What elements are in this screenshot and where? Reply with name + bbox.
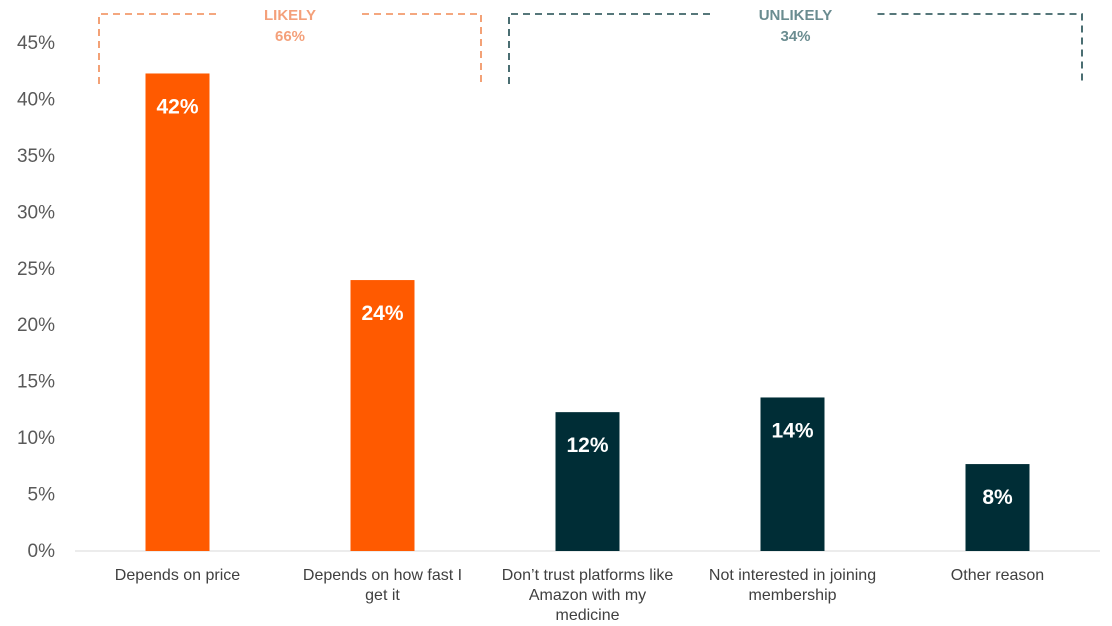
y-tick-label: 0% — [28, 541, 56, 562]
category-label-line: Don’t trust platforms like — [502, 567, 674, 584]
y-tick-label: 25% — [17, 259, 55, 280]
y-tick-label: 40% — [17, 89, 55, 110]
category-label-line: Amazon with my — [529, 587, 646, 604]
group-title: UNLIKELY — [759, 7, 833, 24]
data-label: 8% — [982, 486, 1013, 509]
group-value: 34% — [780, 28, 810, 45]
group-bracket-right — [877, 13, 1083, 84]
bar — [350, 280, 415, 551]
category-label-line: membership — [748, 587, 836, 604]
category-label: Not interested in joining membership — [709, 567, 876, 604]
category-label-line: Depends on price — [115, 567, 241, 584]
group-value: 66% — [275, 28, 305, 45]
category-label-line: Depends on how fast I — [303, 567, 462, 584]
category-label: Don’t trust platforms like Amazon with my… — [502, 567, 674, 624]
group-bracket-left — [508, 13, 714, 84]
y-tick-label: 10% — [17, 428, 55, 449]
category-label-line: get it — [365, 587, 400, 604]
data-label: 12% — [566, 434, 608, 457]
bar — [555, 412, 620, 551]
y-tick-label: 20% — [17, 315, 55, 336]
y-tick-label: 45% — [17, 33, 55, 54]
group-bracket-right — [362, 13, 482, 84]
bar — [965, 464, 1030, 551]
group-bracket-left — [98, 13, 218, 84]
y-tick-label: 15% — [17, 372, 55, 393]
category-label-line: Other reason — [951, 567, 1044, 584]
y-tick-label: 5% — [28, 485, 56, 506]
category-label: Depends on price — [115, 567, 241, 584]
category-label: Depends on how fast I get it — [303, 567, 462, 604]
group-title: LIKELY — [264, 7, 316, 24]
y-tick-label: 30% — [17, 202, 55, 223]
data-label: 14% — [771, 419, 813, 442]
y-tick-label: 35% — [17, 146, 55, 167]
data-label: 24% — [361, 302, 403, 325]
bar — [760, 397, 825, 551]
category-label: Other reason — [951, 567, 1044, 584]
bar — [145, 73, 210, 551]
data-label: 42% — [156, 95, 198, 118]
category-label-line: medicine — [555, 607, 619, 624]
category-label-line: Not interested in joining — [709, 567, 876, 584]
